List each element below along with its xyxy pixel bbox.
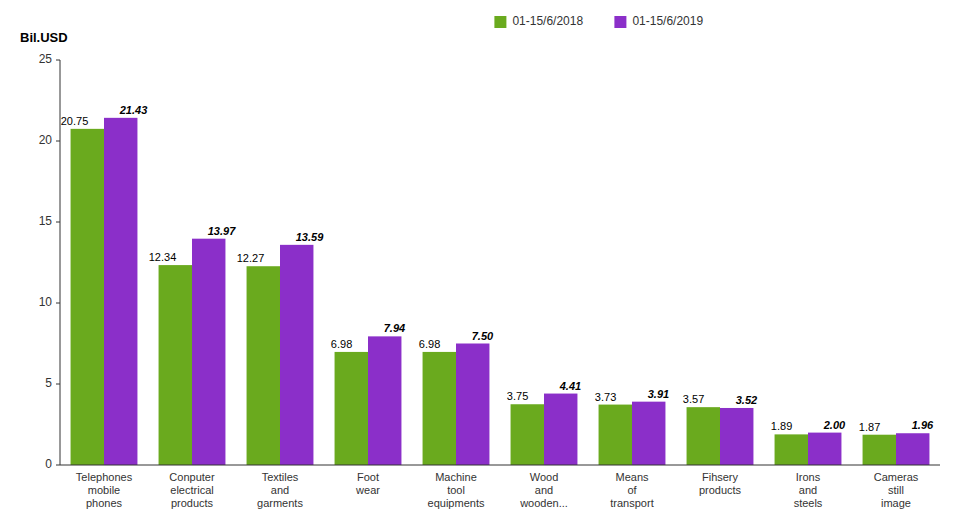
data-label: 6.98 [419, 338, 440, 350]
bar [775, 434, 808, 465]
data-label: 7.50 [472, 330, 494, 342]
y-tick [56, 141, 60, 142]
data-label: 13.97 [208, 225, 236, 237]
chart: 20.75 12.34 12.27 6.98 6.98 3.75 3.73 3.57 1.89 1… [0, 0, 960, 531]
legend-swatch [494, 16, 506, 28]
x-tick-label: Textilesandgarments [257, 471, 303, 509]
x-tick-label: Footwear [355, 471, 380, 496]
data-label: 3.91 [648, 388, 669, 400]
data-label: 12.27 [237, 252, 265, 264]
y-tick-label: 15 [39, 214, 53, 228]
y-tick [56, 384, 60, 385]
bar [368, 336, 401, 465]
x-tick-label: Meansoftransport [610, 471, 653, 509]
y-tick-label: 5 [45, 376, 52, 390]
data-label: 21.43 [119, 104, 148, 116]
y-tick [56, 222, 60, 223]
x-tick-label: Camerasstillimage [874, 471, 919, 509]
data-label: 3.57 [683, 393, 704, 405]
bar [280, 245, 313, 465]
legend-label: 01-15/6/2019 [632, 14, 703, 28]
bar [720, 408, 753, 465]
data-label: 3.52 [736, 394, 757, 406]
x-tick-label: Woodandwooden... [519, 471, 568, 509]
data-label: 6.98 [331, 338, 352, 350]
bar [863, 435, 896, 465]
bar [544, 394, 577, 465]
bar [104, 118, 137, 465]
data-label: 3.75 [507, 390, 528, 402]
bar [456, 344, 489, 466]
x-tick-label: Machinetoolequipments [428, 471, 485, 509]
y-tick-label: 25 [39, 52, 53, 66]
data-label: 1.87 [859, 421, 880, 433]
y-tick-label: 0 [45, 457, 52, 471]
data-label: 1.89 [771, 420, 792, 432]
y-tick-label: 20 [39, 133, 53, 147]
bar [632, 402, 665, 465]
bar [687, 407, 720, 465]
y-tick-label: 10 [39, 295, 53, 309]
legend: 01-15/6/2018 01-15/6/2019 [494, 14, 703, 28]
x-tick-label: Conputerelectricalproducts [169, 471, 215, 509]
data-label: 1.96 [912, 419, 934, 431]
x-axis-line [60, 465, 940, 466]
bar [896, 433, 929, 465]
legend-swatch [614, 16, 626, 28]
bar [71, 129, 104, 465]
y-tick [56, 303, 60, 304]
data-label: 13.59 [296, 231, 324, 243]
bar [192, 239, 225, 465]
x-tick-label: Ironsandsteels [794, 471, 823, 509]
x-tick-label: Telephonesmobilephones [76, 471, 133, 509]
bar [247, 266, 280, 465]
data-label: 3.73 [595, 391, 616, 403]
bar [159, 265, 192, 465]
bar [335, 352, 368, 465]
bar [423, 352, 456, 465]
bar [511, 404, 544, 465]
data-label: 20.75 [61, 115, 89, 127]
y-tick [56, 465, 60, 466]
data-label: 2.00 [823, 419, 846, 431]
x-tick-label: Fihseryproducts [699, 471, 742, 496]
data-label: 12.34 [149, 251, 177, 263]
data-label: 7.94 [384, 322, 405, 334]
bars [71, 118, 930, 465]
y-axis-line [60, 60, 61, 465]
legend-label: 01-15/6/2018 [512, 14, 583, 28]
bar [808, 433, 841, 465]
bar [599, 405, 632, 465]
background [0, 0, 960, 531]
y-axis-label: Bil.USD [20, 30, 68, 45]
y-tick [56, 60, 60, 61]
data-label: 4.41 [559, 380, 581, 392]
